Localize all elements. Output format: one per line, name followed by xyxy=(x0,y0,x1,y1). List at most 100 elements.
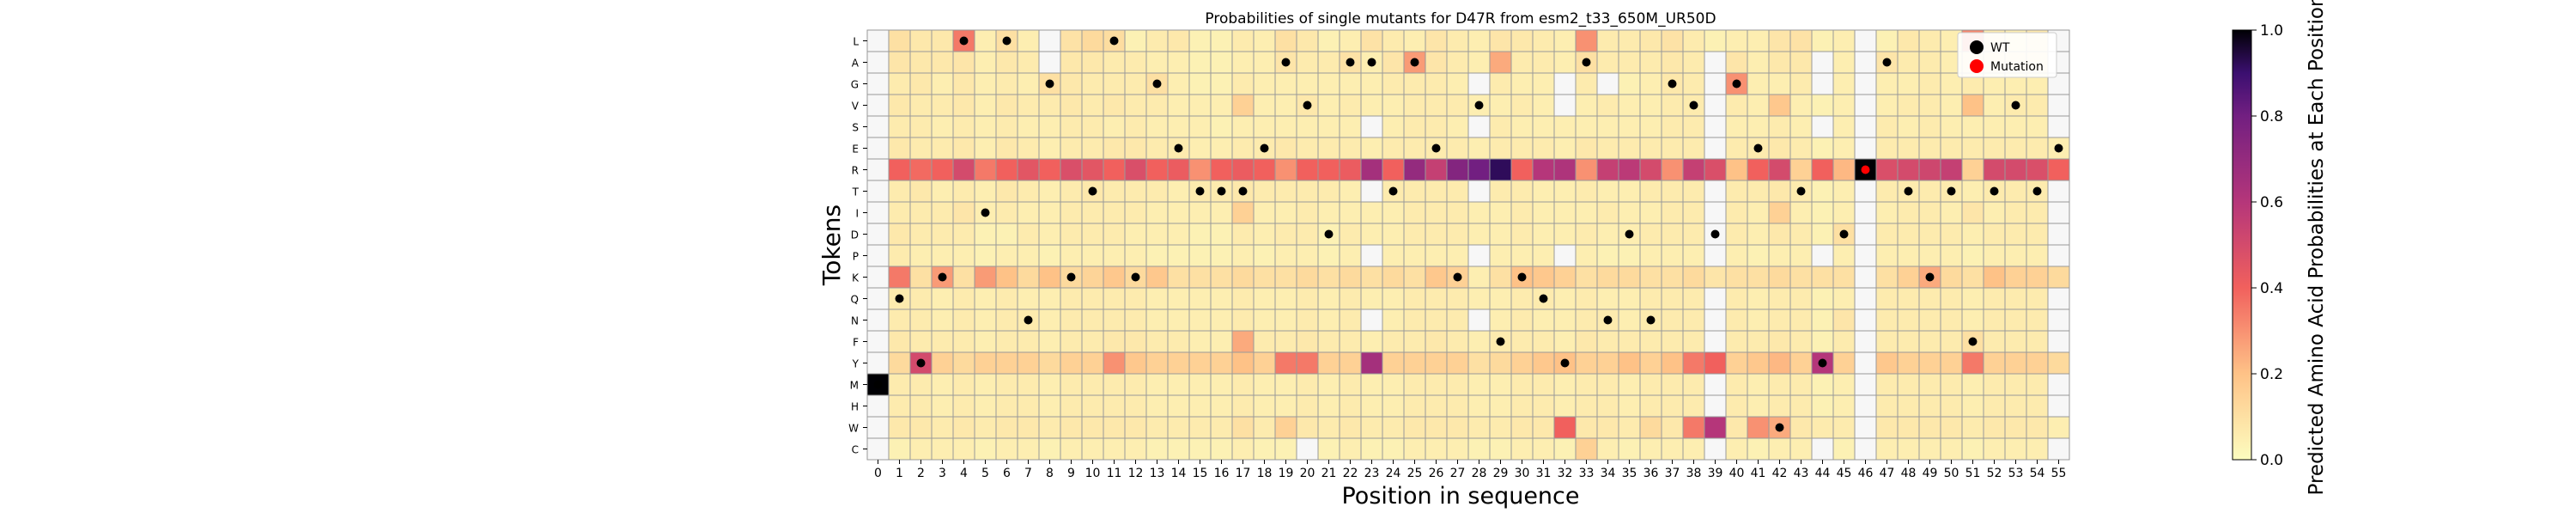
x-tick-label: 15 xyxy=(1193,467,1208,480)
heatmap-cell xyxy=(1532,416,1555,439)
heatmap-cell xyxy=(1382,351,1405,375)
heatmap-cell xyxy=(909,115,933,138)
heatmap-cell xyxy=(1811,72,1834,95)
heatmap-cell xyxy=(1639,29,1662,52)
heatmap-cell xyxy=(1446,416,1469,439)
heatmap-cell xyxy=(1403,308,1426,332)
wt-marker xyxy=(2011,101,2020,110)
heatmap-cell xyxy=(866,180,890,203)
heatmap-cell xyxy=(909,180,933,203)
heatmap-cell xyxy=(1188,158,1212,181)
heatmap-cell xyxy=(974,137,997,160)
heatmap-cell xyxy=(1167,51,1190,74)
heatmap-cell xyxy=(1188,437,1212,461)
x-tick-label: 0 xyxy=(874,467,882,480)
heatmap-cell xyxy=(1167,115,1190,138)
heatmap-cell xyxy=(1339,266,1362,289)
heatmap-cell xyxy=(1661,394,1684,418)
heatmap-cell xyxy=(2026,137,2049,160)
heatmap-cell xyxy=(1553,330,1577,353)
heatmap-cell xyxy=(1789,223,1813,246)
heatmap-cell xyxy=(1510,330,1534,353)
heatmap-cell xyxy=(1918,244,1941,267)
heatmap-cell xyxy=(1145,330,1169,353)
x-tick-label: 1 xyxy=(896,467,903,480)
legend-wt-label: WT xyxy=(1990,41,2010,55)
heatmap-cell xyxy=(2026,416,2049,439)
heatmap-cell xyxy=(1747,29,1770,52)
heatmap-cell xyxy=(1145,244,1169,267)
heatmap-cell xyxy=(1124,394,1147,418)
heatmap-cell xyxy=(1081,244,1104,267)
heatmap-cell xyxy=(1832,351,1856,375)
heatmap-cell xyxy=(1446,51,1469,74)
heatmap-cell xyxy=(1188,137,1212,160)
heatmap-cell xyxy=(1596,72,1619,95)
heatmap-cell xyxy=(1918,351,1941,375)
heatmap-cell xyxy=(1188,287,1212,310)
heatmap-cell xyxy=(1425,308,1448,332)
heatmap-cell xyxy=(1446,137,1469,160)
heatmap-cell xyxy=(1060,115,1083,138)
heatmap-cell xyxy=(1575,72,1598,95)
heatmap-cell xyxy=(1553,394,1577,418)
heatmap-cell xyxy=(1296,394,1319,418)
heatmap-cell xyxy=(888,437,911,461)
heatmap-cell xyxy=(1768,287,1791,310)
heatmap-cell xyxy=(1510,394,1534,418)
heatmap-cell xyxy=(1403,244,1426,267)
heatmap-cell xyxy=(1296,266,1319,289)
heatmap-cell xyxy=(1081,308,1104,332)
y-tick-label: H xyxy=(851,401,859,413)
heatmap-cell xyxy=(1188,351,1212,375)
heatmap-cell xyxy=(1038,330,1061,353)
x-tick-labels: 0 1 2 3 4 5 6 7 8 9 10 11 12 13 14 15 16 17 18 19 20 21 22 23 24… xyxy=(874,460,2066,480)
heatmap-cell xyxy=(1188,308,1212,332)
y-tick-label: K xyxy=(852,272,860,284)
heatmap-cell xyxy=(1532,437,1555,461)
heatmap-cell xyxy=(1145,51,1169,74)
heatmap-cell xyxy=(1832,51,1856,74)
heatmap-cell xyxy=(1167,308,1190,332)
heatmap-cell xyxy=(1467,180,1491,203)
heatmap-cell xyxy=(1789,287,1813,310)
heatmap-cell xyxy=(1467,308,1491,332)
heatmap-cell xyxy=(1811,330,1834,353)
heatmap-cell xyxy=(1317,287,1340,310)
heatmap-cell xyxy=(1854,308,1877,332)
x-tick-label: 33 xyxy=(1579,467,1595,480)
heatmap-cell xyxy=(1661,437,1684,461)
wt-marker xyxy=(1775,423,1784,432)
heatmap-cell xyxy=(2004,308,2027,332)
colorbar-tick-label: 0.4 xyxy=(2260,280,2283,297)
heatmap-cell xyxy=(1832,266,1856,289)
heatmap-cell xyxy=(1940,287,1963,310)
heatmap-cell xyxy=(1832,29,1856,52)
heatmap-cell xyxy=(1253,94,1276,117)
heatmap-cell xyxy=(1403,416,1426,439)
heatmap-cell xyxy=(888,244,911,267)
heatmap-cell xyxy=(1789,394,1813,418)
heatmap-cell xyxy=(1489,158,1512,181)
heatmap-cell xyxy=(1425,437,1448,461)
heatmap-cell xyxy=(1210,394,1233,418)
wt-marker xyxy=(1024,315,1033,325)
heatmap-cell xyxy=(1704,330,1727,353)
heatmap-cell xyxy=(2047,115,2070,138)
heatmap-cell xyxy=(1360,180,1383,203)
heatmap-cell xyxy=(1038,137,1061,160)
heatmap-cell xyxy=(1253,244,1276,267)
heatmap-cell xyxy=(1897,394,1920,418)
heatmap-cell xyxy=(1425,416,1448,439)
heatmap-cell xyxy=(1253,437,1276,461)
heatmap-cell xyxy=(1789,201,1813,224)
wt-marker xyxy=(1517,272,1527,282)
heatmap-cell xyxy=(1811,201,1834,224)
heatmap-cell xyxy=(1296,29,1319,52)
heatmap-cell xyxy=(1489,29,1512,52)
heatmap-cell xyxy=(1940,158,1963,181)
heatmap-cell xyxy=(1017,287,1040,310)
heatmap-cell xyxy=(974,394,997,418)
heatmap-cell xyxy=(2004,201,2027,224)
heatmap-cell xyxy=(1317,351,1340,375)
